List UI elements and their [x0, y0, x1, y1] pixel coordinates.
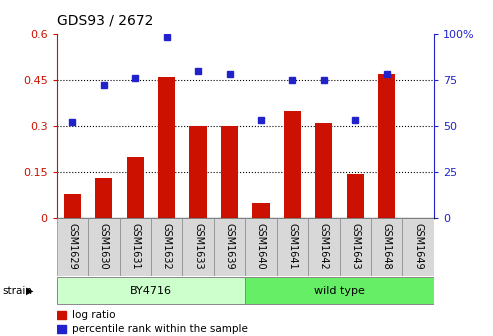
Text: ▶: ▶ — [26, 286, 33, 296]
Bar — [378, 74, 395, 218]
Bar — [189, 126, 207, 218]
Text: percentile rank within the sample: percentile rank within the sample — [72, 324, 247, 334]
Text: wild type: wild type — [314, 286, 365, 296]
Bar — [221, 126, 238, 218]
Bar — [347, 174, 364, 218]
Text: GSM1631: GSM1631 — [130, 223, 141, 269]
Text: strain: strain — [2, 286, 33, 296]
FancyBboxPatch shape — [214, 218, 245, 276]
FancyBboxPatch shape — [245, 277, 434, 304]
Bar — [315, 123, 332, 218]
FancyBboxPatch shape — [119, 218, 151, 276]
FancyBboxPatch shape — [182, 218, 214, 276]
Text: GSM1629: GSM1629 — [68, 223, 77, 270]
Text: GDS93 / 2672: GDS93 / 2672 — [57, 13, 153, 28]
Text: GSM1648: GSM1648 — [382, 223, 392, 269]
FancyBboxPatch shape — [57, 218, 88, 276]
Text: GSM1649: GSM1649 — [413, 223, 423, 269]
FancyBboxPatch shape — [88, 218, 119, 276]
Bar — [127, 157, 144, 218]
Bar — [252, 203, 270, 218]
Text: GSM1643: GSM1643 — [350, 223, 360, 269]
Bar — [64, 194, 81, 218]
Bar — [158, 77, 176, 218]
FancyBboxPatch shape — [340, 218, 371, 276]
FancyBboxPatch shape — [402, 218, 434, 276]
FancyBboxPatch shape — [277, 218, 308, 276]
Bar — [57, 311, 66, 319]
Bar — [57, 325, 66, 333]
Text: GSM1639: GSM1639 — [224, 223, 235, 269]
FancyBboxPatch shape — [245, 218, 277, 276]
FancyBboxPatch shape — [151, 218, 182, 276]
FancyBboxPatch shape — [371, 218, 402, 276]
FancyBboxPatch shape — [57, 277, 245, 304]
Text: BY4716: BY4716 — [130, 286, 172, 296]
Bar — [284, 111, 301, 218]
FancyBboxPatch shape — [308, 218, 340, 276]
Text: GSM1632: GSM1632 — [162, 223, 172, 270]
Text: log ratio: log ratio — [72, 310, 115, 320]
Text: GSM1640: GSM1640 — [256, 223, 266, 269]
Text: GSM1642: GSM1642 — [319, 223, 329, 270]
Text: GSM1641: GSM1641 — [287, 223, 297, 269]
Text: GSM1630: GSM1630 — [99, 223, 109, 269]
Text: GSM1633: GSM1633 — [193, 223, 203, 269]
Bar — [95, 178, 112, 218]
